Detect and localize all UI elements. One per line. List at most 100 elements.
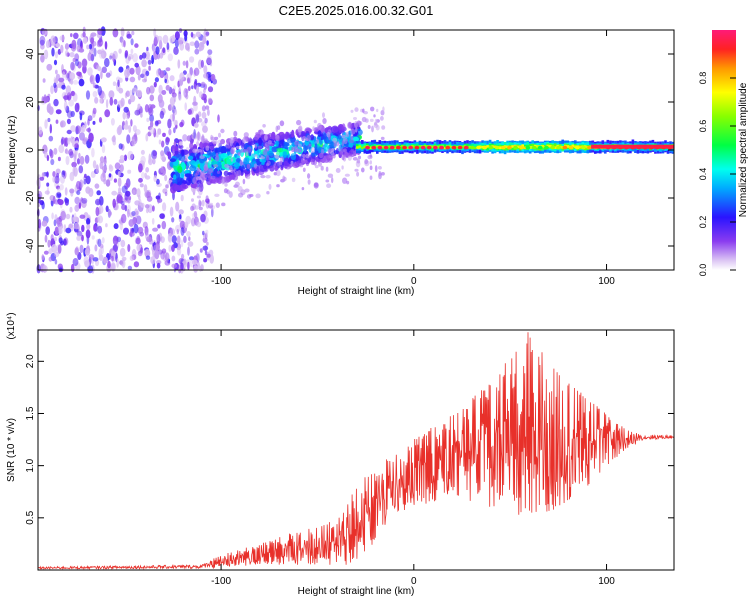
- spectrogram-cell: [58, 144, 65, 154]
- spectrogram-cell: [74, 222, 80, 230]
- spectrogram-cell: [69, 206, 73, 213]
- spectrogram-cell: [164, 252, 170, 262]
- spectrogram-cell: [74, 196, 80, 205]
- spectrogram-cell: [132, 87, 138, 94]
- spectrogram-cell: [66, 150, 70, 155]
- spectrogram-cell: [350, 109, 354, 113]
- spectrogram-cell: [63, 238, 67, 246]
- spectrogram-cell: [203, 65, 208, 74]
- spectrogram-cell: [118, 48, 122, 54]
- spectrogram-cell: [156, 68, 161, 77]
- spectrogram-cell: [171, 255, 176, 262]
- spectrogram-cell: [443, 144, 447, 149]
- spectrogram-ticks: -100 0 100 40 20 0 -20 -40: [25, 30, 674, 287]
- spectrogram-cell: [178, 209, 184, 215]
- spectrogram-cell: [354, 107, 359, 112]
- spectrogram-cell: [314, 143, 318, 152]
- spectrogram-cell: [76, 180, 81, 190]
- spectrogram-cell: [53, 82, 57, 89]
- spectrogram-cell: [50, 85, 54, 95]
- spectrogram-cell: [206, 241, 209, 246]
- spectrogram-cell: [302, 153, 306, 158]
- spectrogram-cell: [78, 48, 85, 53]
- spectrogram-cell: [116, 194, 123, 204]
- spectrogram-cell: [153, 39, 158, 45]
- spectrogram-cell: [275, 139, 279, 147]
- spectrogram-cell: [500, 145, 506, 150]
- spectrogram-cell: [339, 148, 343, 156]
- spectrogram-cell: [369, 160, 372, 165]
- spectrogram-cell: [347, 121, 353, 129]
- spectrogram-cell: [180, 227, 185, 236]
- spectrogram-cell: [141, 52, 147, 59]
- spectrogram-cell: [138, 194, 141, 200]
- spectrogram-cell: [130, 38, 134, 46]
- spectrogram-cell: [201, 105, 206, 112]
- spectrogram-cell: [66, 129, 72, 135]
- spectrogram-cell: [84, 154, 90, 164]
- spectrogram-cell: [568, 145, 574, 150]
- spectrogram-cell: [66, 118, 71, 125]
- spectrogram-cell: [102, 93, 107, 101]
- spectrogram-cell: [147, 204, 153, 214]
- spectrogram-cell: [553, 143, 557, 149]
- spectrogram-cell: [521, 144, 524, 147]
- spectrogram-cell: [325, 166, 329, 172]
- spectrogram-cell: [149, 94, 155, 102]
- spectrogram-cell: [179, 141, 183, 146]
- spectrogram-cell: [123, 40, 126, 48]
- spectrogram-cell: [209, 145, 215, 151]
- spectrogram-cell: [153, 81, 157, 88]
- spectrogram-cell: [344, 173, 350, 177]
- spectrogram-cell: [73, 153, 77, 163]
- spectrogram-cell: [39, 35, 46, 46]
- spectrogram-cell: [198, 206, 203, 211]
- spectrogram-cell: [156, 53, 161, 60]
- spectrogram-cell: [229, 167, 234, 174]
- spectrogram-cell: [76, 190, 81, 196]
- spectrogram-cell: [84, 260, 90, 268]
- spectrogram-cells: [36, 26, 675, 274]
- spectrogram-cell: [195, 114, 200, 123]
- spectrogram-cell: [189, 256, 194, 261]
- spectrogram-cell: [92, 160, 97, 169]
- spectrogram-cell: [182, 60, 186, 66]
- spectrogram-cell: [371, 145, 377, 150]
- spectrogram-cell: [167, 118, 172, 129]
- spectrogram-cell: [147, 59, 152, 65]
- spectrogram-cell: [136, 243, 142, 252]
- spectrogram-cell: [203, 258, 208, 263]
- x-tick-label: -100: [211, 576, 231, 587]
- spectrogram-cell: [72, 258, 79, 266]
- spectrogram-cell: [276, 147, 284, 152]
- spectrogram-cell: [103, 256, 108, 264]
- spectrogram-cell: [95, 73, 100, 84]
- spectrogram-cell: [268, 183, 272, 190]
- spectrogram-cell: [226, 155, 233, 164]
- spectrogram-cell: [101, 237, 105, 244]
- spectrogram-cell: [350, 149, 355, 152]
- spectrogram-cell: [212, 152, 216, 157]
- spectrogram-cell: [84, 248, 91, 256]
- spectrogram-cell: [377, 166, 382, 170]
- spectrogram-cell: [318, 161, 322, 167]
- spectrogram-cell: [201, 121, 207, 127]
- spectrogram-cell: [274, 165, 279, 172]
- spectrogram-cell: [128, 196, 132, 201]
- spectrogram-cell: [70, 263, 75, 273]
- colorbar-ticks: 0.0 0.2 0.4 0.6 0.8: [698, 72, 736, 276]
- spectrogram-cell: [54, 78, 59, 84]
- spectrogram-cell: [276, 184, 280, 188]
- spectrogram-cell: [307, 179, 311, 185]
- spectrogram-cell: [185, 93, 189, 100]
- spectrogram-cell: [168, 128, 172, 136]
- spectrogram-cell: [562, 145, 568, 150]
- spectrogram-cell: [93, 62, 99, 70]
- spectrogram-cell: [112, 198, 116, 208]
- spectrogram-cell: [544, 145, 549, 150]
- spectrogram-cell: [445, 145, 451, 150]
- spectrogram-cell: [64, 199, 69, 206]
- spectrogram-cell: [246, 194, 252, 199]
- spectrogram-cell: [126, 134, 131, 144]
- spectrogram-ylabel: Frequency (Hz): [7, 116, 18, 185]
